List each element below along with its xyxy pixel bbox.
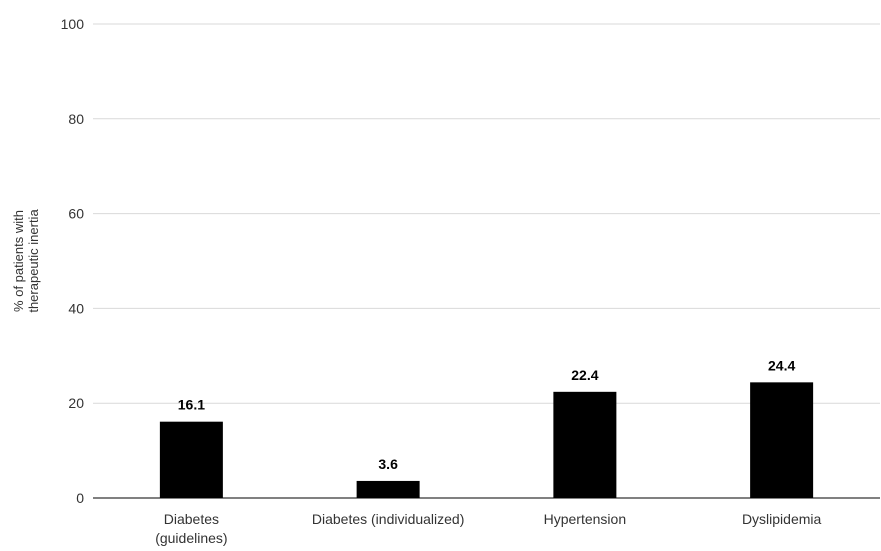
x-category-label: Hypertension (544, 511, 627, 527)
x-category-label: Dyslipidemia (742, 511, 822, 527)
y-tick-label: 60 (68, 206, 84, 222)
bar (553, 391, 617, 498)
y-tick-label: 100 (61, 16, 85, 32)
x-category-label: Diabetes (individualized) (312, 511, 465, 527)
bar-data-labels: 16.1 3.6 22.4 24.4 (178, 357, 796, 472)
gridlines (93, 23, 880, 404)
x-axis-category-labels: Diabetes (guidelines) Diabetes (individual… (155, 511, 821, 546)
y-tick-label: 40 (68, 300, 84, 316)
x-category-label: Diabetes (guidelines) (155, 511, 227, 546)
bar-data-label: 16.1 (178, 397, 205, 413)
y-axis-title: % of patients withtherapeutic inertia (11, 209, 41, 313)
y-tick-label: 0 (76, 490, 84, 506)
y-tick-label: 80 (68, 111, 84, 127)
bar-data-label: 3.6 (378, 456, 398, 472)
bar (750, 382, 814, 498)
y-axis-tick-labels: 0 20 40 60 80 100 (61, 16, 85, 506)
bar (356, 480, 420, 498)
bars (159, 382, 814, 498)
bar (159, 421, 223, 498)
bar-data-label: 24.4 (768, 357, 795, 373)
y-tick-label: 20 (68, 395, 84, 411)
bar-data-label: 22.4 (571, 367, 598, 383)
